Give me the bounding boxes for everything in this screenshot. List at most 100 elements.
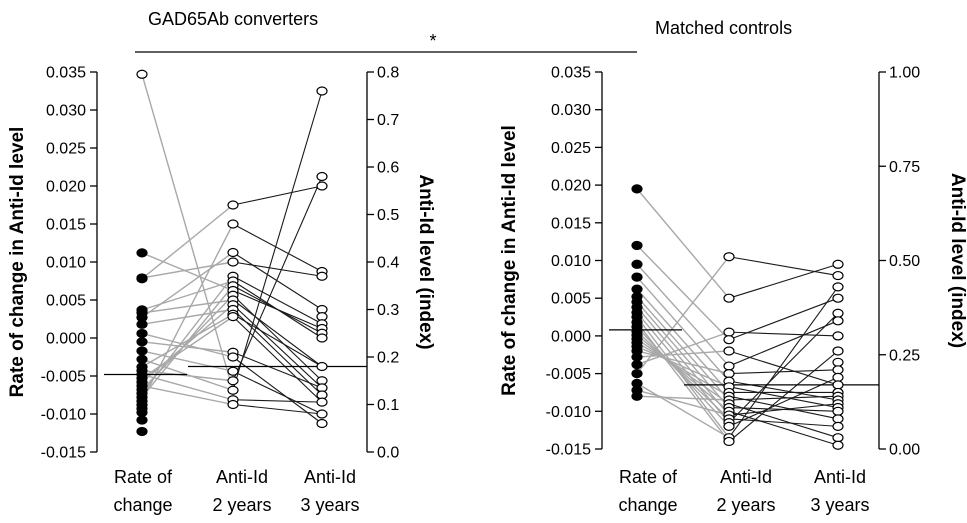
anti-id-2yr-point bbox=[723, 361, 735, 371]
gray-link-line bbox=[636, 334, 730, 412]
category-label: Anti-Id 2 years bbox=[212, 467, 271, 515]
right-tick-label: 0.4 bbox=[377, 255, 399, 272]
rate-point bbox=[136, 274, 148, 284]
rate-point bbox=[136, 415, 148, 425]
black-link-line bbox=[232, 399, 323, 403]
gray-link-line bbox=[141, 204, 234, 280]
panel-controls: 0.0350.0300.0250.0200.0150.0100.0050.000… bbox=[499, 65, 967, 516]
left-tick-label: 0.035 bbox=[46, 65, 86, 82]
anti-id-3yr-point bbox=[316, 333, 328, 343]
category-label: Anti-Id 2 years bbox=[716, 467, 775, 515]
gray-link-line bbox=[636, 276, 730, 382]
gray-link-line bbox=[636, 256, 730, 375]
rate-point bbox=[631, 240, 643, 251]
panel-converters: 0.035 0.030 0.025 0.020 0.015 0.010 0.005 0.000… bbox=[7, 65, 436, 516]
black-link-line bbox=[728, 286, 839, 439]
right-tick-label: 0.6 bbox=[377, 160, 399, 177]
left-tick-label: 0.005 bbox=[551, 291, 591, 308]
rate-point bbox=[136, 319, 148, 329]
gray-link-line bbox=[636, 342, 730, 397]
rate-point bbox=[631, 369, 643, 379]
right-tick-label: 0.25 bbox=[889, 347, 920, 364]
gray-link-line bbox=[141, 350, 234, 372]
anti-id-3yr-point bbox=[832, 406, 844, 416]
anti-id-2yr-point bbox=[227, 200, 239, 210]
left-tick-label: 0.015 bbox=[46, 217, 86, 234]
anti-id-2yr-point bbox=[227, 385, 239, 395]
right-tick-label: 0.00 bbox=[889, 442, 920, 459]
gray-link-line bbox=[636, 331, 730, 366]
black-link-line bbox=[232, 403, 323, 415]
anti-id-2yr-point bbox=[723, 293, 735, 303]
anti-id-2yr-point bbox=[723, 421, 735, 431]
anti-id-2yr-point bbox=[227, 366, 239, 376]
black-link-line bbox=[232, 294, 323, 382]
anti-id-3yr-point bbox=[832, 331, 844, 341]
left-tick-label: -0.005 bbox=[546, 366, 591, 383]
black-link-line bbox=[728, 418, 839, 427]
black-link-line bbox=[232, 223, 323, 272]
black-link-line bbox=[232, 351, 323, 389]
left-tick-label: 0.020 bbox=[551, 178, 591, 195]
right-tick-label: 0.1 bbox=[377, 397, 399, 414]
left-tick-label: 0.030 bbox=[46, 103, 86, 120]
gray-link-line bbox=[141, 251, 234, 319]
gray-link-line bbox=[141, 280, 234, 311]
left-axis-title: Rate of change in Anti-Id level bbox=[499, 125, 520, 396]
black-link-line bbox=[728, 395, 839, 401]
anti-id-3yr-point bbox=[832, 433, 844, 443]
left-tick-label: -0.010 bbox=[546, 404, 591, 421]
gray-link-line bbox=[141, 74, 234, 391]
gray-link-line bbox=[141, 358, 234, 391]
gray-link-line bbox=[141, 332, 234, 358]
gray-link-line bbox=[141, 299, 234, 314]
anti-id-3yr-point bbox=[832, 293, 844, 303]
anti-id-2yr-point bbox=[227, 399, 239, 410]
anti-id-3yr-point bbox=[832, 346, 844, 356]
right-tick-label: 1.00 bbox=[889, 65, 920, 82]
right-axis-title: Anti-Id level (index) bbox=[947, 173, 967, 348]
category-label: Anti-Id 3 years bbox=[300, 467, 359, 515]
left-tick-label: -0.015 bbox=[41, 445, 86, 462]
gray-link-line bbox=[141, 316, 234, 379]
rate-point bbox=[631, 391, 643, 401]
anti-id-3yr-point bbox=[316, 418, 328, 429]
rate-point bbox=[631, 359, 643, 370]
black-link-line bbox=[728, 403, 839, 439]
anti-id-2yr-point bbox=[227, 257, 239, 267]
anti-id-3yr-point bbox=[832, 372, 844, 382]
black-link-line bbox=[232, 90, 323, 391]
anti-id-3yr-point bbox=[316, 171, 328, 182]
rate-point bbox=[136, 426, 148, 437]
gray-link-line bbox=[141, 385, 234, 406]
anti-id-2yr-point bbox=[723, 346, 735, 356]
anti-id-2yr-point bbox=[723, 327, 735, 337]
rate-point bbox=[136, 354, 148, 364]
anti-id-3yr-point bbox=[832, 282, 844, 292]
black-link-line bbox=[232, 289, 323, 330]
left-tick-label: 0.015 bbox=[551, 215, 591, 232]
gray-link-line bbox=[636, 244, 730, 341]
gray-link-line bbox=[636, 321, 730, 442]
gray-link-line bbox=[636, 306, 730, 416]
gray-link-line bbox=[141, 373, 234, 401]
left-tick-label: 0.035 bbox=[551, 65, 591, 82]
left-tick-label: -0.005 bbox=[41, 369, 86, 386]
anti-id-3yr-point bbox=[316, 271, 328, 281]
black-link-line bbox=[232, 275, 323, 325]
rate-point bbox=[136, 328, 148, 339]
anti-id-2yr-point bbox=[227, 219, 239, 229]
right-tick-label: 0.5 bbox=[377, 207, 399, 224]
right-axis-title: Anti-Id level (index) bbox=[415, 174, 436, 349]
gray-link-line bbox=[636, 188, 730, 299]
right-tick-label: 0.0 bbox=[377, 445, 399, 462]
black-link-line bbox=[728, 369, 839, 375]
left-tick-label: 0.010 bbox=[551, 253, 591, 270]
left-tick-label: 0.025 bbox=[46, 141, 86, 158]
gray-link-line bbox=[636, 338, 730, 405]
left-tick-label: -0.010 bbox=[41, 407, 86, 424]
rate-point bbox=[136, 337, 148, 347]
rate-point bbox=[631, 184, 643, 194]
left-axis-title: Rate of change in Anti-Id level bbox=[7, 127, 28, 398]
gray-link-line bbox=[141, 285, 234, 398]
